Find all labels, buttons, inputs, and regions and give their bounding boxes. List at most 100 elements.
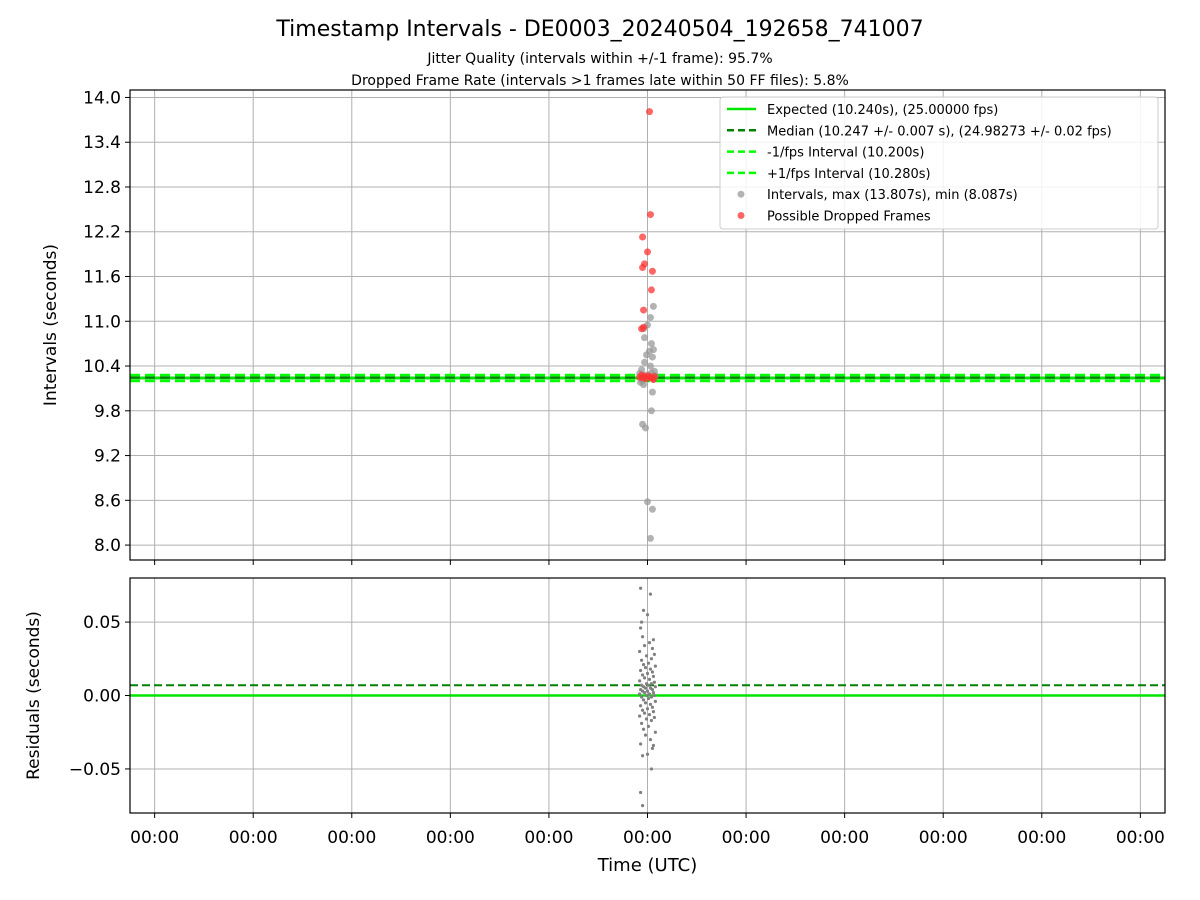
dropped-frame-point [638,371,646,379]
residual-point [642,690,647,695]
interval-point [646,534,654,542]
interval-point [644,498,651,506]
residual-point [652,693,657,698]
residual-point [641,727,646,731]
residual-point [648,667,653,671]
residual-point [653,664,657,668]
residual-point [647,677,652,681]
residual-point [640,804,645,808]
y-tick-label: 9.8 [94,402,121,422]
residual-point [639,721,644,726]
x-tick-label: 00:00 [1116,828,1165,848]
x-tick-label: 00:00 [820,828,869,848]
residual-point [650,705,655,709]
legend-marker [737,212,745,219]
x-tick-label: 00:00 [919,828,968,848]
residual-point [640,635,645,639]
residual-point [646,661,651,665]
residual-point [640,708,645,712]
residual-point [639,626,643,630]
residual-point [644,717,649,721]
residuals-panel: −0.05 0.00 0.05 00:00 00:00 00:00 00:00 00:00 00… [24,577,1166,876]
residual-point [652,652,657,656]
residual-point [648,592,653,596]
residual-point [645,613,650,617]
y-axis-label: Intervals (seconds) [41,244,61,406]
residual-point [651,674,656,679]
y-tick-label: 13.4 [83,133,121,153]
legend-marker [737,190,745,198]
interval-point [649,302,657,310]
residual-point [640,673,645,677]
chart-title: Timestamp Intervals - DE0003_20240504_19… [275,17,923,42]
residual-point [653,730,657,734]
residual-point [639,620,644,624]
interval-point [647,340,655,348]
residual-point [645,671,650,676]
legend-label: Intervals, max (13.807s), min (8.087s) [767,188,1018,203]
interval-point [648,353,656,361]
residual-point [651,638,656,642]
x-tick-label: 00:00 [130,828,179,848]
x-tick-label: 00:00 [524,828,573,848]
x-tick-label: 00:00 [327,828,376,848]
residual-point [646,696,651,701]
residual-point [638,679,642,683]
chart-subtitle-jitter: Jitter Quality (intervals within +/-1 fr… [426,51,772,67]
residual-point [645,752,650,756]
legend-label: +1/fps Interval (10.280s) [767,167,931,182]
residual-point [639,658,644,662]
residual-point [652,680,657,684]
legend-box [719,96,1159,230]
interval-point [648,388,656,396]
dropped-frame-point [649,375,657,383]
residual-point [644,693,649,698]
y-tick-label: 11.6 [83,268,121,288]
residual-point [644,654,649,658]
residual-point [649,718,654,723]
interval-point [646,362,654,370]
y-tick-label: 10.4 [83,357,121,377]
legend-label: Possible Dropped Frames [767,210,931,225]
residual-point [641,663,646,667]
dropped-frame-point [640,306,648,314]
residual-point [641,608,646,612]
interval-point [640,381,648,389]
interval-point [642,424,650,432]
residual-point [645,689,650,693]
residual-point [647,712,652,717]
residual-point [649,682,654,686]
residual-point [638,649,642,654]
x-axis-label: Time (UTC) [597,855,698,876]
dropped-frame-point [639,233,647,241]
x-tick-label: 00:00 [1017,828,1066,848]
y-tick-label: 12.2 [83,223,121,243]
interval-point [641,358,649,366]
dropped-frame-point [646,211,654,219]
residual-point [650,688,655,692]
y-tick-label: 14.0 [83,88,121,108]
y-tick-label: 12.8 [83,178,121,198]
residual-point [642,676,647,680]
y-tick-label: 9.2 [94,447,121,467]
residual-point [642,643,647,648]
interval-point [647,407,655,415]
y-tick-label: 11.0 [83,312,121,332]
residual-point [648,702,653,706]
chart-subtitle-dropped: Dropped Frame Rate (intervals >1 frames … [351,73,849,89]
residual-point [639,742,643,746]
residual-point [652,715,657,720]
residual-point [653,699,657,703]
x-tick-label: 00:00 [623,828,672,848]
residual-point [647,641,652,645]
x-tick-label: 00:00 [426,828,475,848]
residual-point [651,743,656,748]
residual-point [649,695,654,699]
y-tick-label: 0.05 [83,613,121,633]
residual-point [645,707,650,711]
x-tick-label: 00:00 [229,828,278,848]
x-tick-label: 00:00 [722,828,771,848]
residual-point [643,733,648,737]
legend-label: -1/fps Interval (10.200s) [767,146,924,161]
